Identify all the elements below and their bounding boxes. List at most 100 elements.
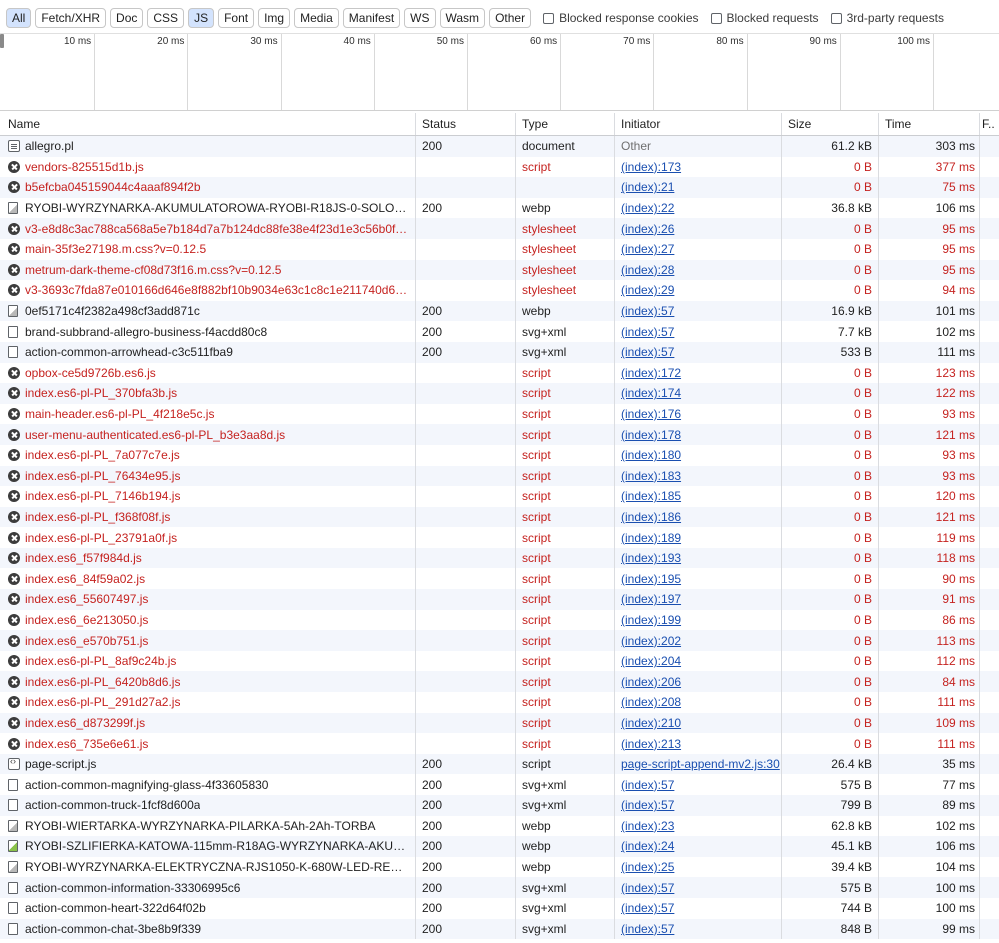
- request-name[interactable]: index.es6-pl-PL_370bfa3b.js: [25, 386, 178, 401]
- request-name[interactable]: index.es6_f57f984d.js: [25, 551, 142, 566]
- request-name[interactable]: index.es6_e570b751.js: [25, 633, 149, 648]
- cell-name[interactable]: v3-e8d8c3ac788ca568a5e7b184d7a7b124dc88f…: [0, 218, 416, 239]
- cell-initiator-link[interactable]: (index):199: [621, 612, 682, 627]
- cell-name[interactable]: action-common-magnifying-glass-4f3360583…: [0, 774, 416, 795]
- cell-name[interactable]: index.es6_d873299f.js: [0, 712, 416, 734]
- cell-name[interactable]: metrum-dark-theme-cf08d73f16.m.css?v=0.1…: [0, 259, 416, 281]
- filter-chip-font[interactable]: Font: [218, 8, 255, 28]
- column-header-fulfilled-by[interactable]: F..: [982, 117, 995, 131]
- table-row[interactable]: RYOBI-WIERTARKA-WYRZYNARKA-PILARKA-5Ah-2…: [0, 815, 999, 837]
- request-name[interactable]: action-common-heart-322d64f02b: [25, 901, 206, 916]
- cell-name[interactable]: opbox-ce5d9726b.es6.js: [0, 362, 416, 384]
- table-row[interactable]: index.es6-pl-PL_f368f08f.js script (index)…: [0, 506, 999, 528]
- request-name[interactable]: action-common-arrowhead-c3c511fba9: [25, 345, 233, 360]
- cell-initiator-link[interactable]: (index):202: [621, 633, 682, 648]
- request-name[interactable]: metrum-dark-theme-cf08d73f16.m.css?v=0.1…: [25, 262, 282, 277]
- cell-initiator-link[interactable]: (index):57: [621, 324, 675, 339]
- cell-initiator-link[interactable]: (index):57: [621, 345, 675, 360]
- request-name[interactable]: action-common-magnifying-glass-4f3360583…: [25, 777, 269, 792]
- request-name[interactable]: page-script.js: [25, 757, 97, 772]
- cell-name[interactable]: v3-3693c7fda87e010166d646e8f882bf10b9034…: [0, 280, 416, 301]
- checkbox-box[interactable]: [710, 12, 722, 24]
- request-name[interactable]: main-35f3e27198.m.css?v=0.12.5: [25, 242, 207, 257]
- request-name[interactable]: index.es6_d873299f.js: [25, 715, 146, 730]
- cell-initiator-link[interactable]: (index):178: [621, 427, 682, 442]
- request-name[interactable]: action-common-truck-1fcf8d600a: [25, 798, 201, 813]
- cell-initiator-link[interactable]: (index):29: [621, 283, 675, 298]
- request-name[interactable]: index.es6_6e213050.js: [25, 612, 149, 627]
- filter-chip-wasm[interactable]: Wasm: [439, 8, 486, 28]
- table-row[interactable]: main-35f3e27198.m.css?v=0.12.5 stylesheet…: [0, 238, 999, 260]
- request-name[interactable]: allegro.pl: [25, 139, 74, 154]
- request-name[interactable]: main-header.es6-pl-PL_4f218e5c.js: [25, 407, 215, 422]
- request-name[interactable]: v3-e8d8c3ac788ca568a5e7b184d7a7b124dc88f…: [25, 221, 409, 236]
- table-row[interactable]: allegro.pl 200 document Other 61.2 kB 303 ms: [0, 136, 999, 157]
- table-row[interactable]: index.es6-pl-PL_23791a0f.js script (index)…: [0, 527, 999, 548]
- cell-name[interactable]: index.es6_e570b751.js: [0, 630, 416, 651]
- request-name[interactable]: 0ef5171c4f2382a498cf3add871c: [25, 304, 200, 319]
- table-row[interactable]: 0ef5171c4f2382a498cf3add871c 200 webp (inde…: [0, 300, 999, 322]
- table-row[interactable]: metrum-dark-theme-cf08d73f16.m.css?v=0.1…: [0, 259, 999, 281]
- cell-initiator-link[interactable]: (index):195: [621, 571, 682, 586]
- table-row[interactable]: index.es6-pl-PL_291d27a2.js script (index)…: [0, 692, 999, 713]
- table-row[interactable]: index.es6_735e6e61.js script (index):213 0 …: [0, 733, 999, 754]
- table-row[interactable]: index.es6-pl-PL_370bfa3b.js script (index)…: [0, 383, 999, 404]
- checkbox-box[interactable]: [543, 12, 555, 24]
- cell-initiator-link[interactable]: (index):183: [621, 468, 682, 483]
- request-name[interactable]: action-common-information-33306995c6: [25, 880, 241, 895]
- request-name[interactable]: action-common-chat-3be8b9f339: [25, 921, 202, 936]
- request-name[interactable]: user-menu-authenticated.es6-pl-PL_b3e3aa…: [25, 427, 286, 442]
- table-row[interactable]: main-header.es6-pl-PL_4f218e5c.js script (…: [0, 403, 999, 425]
- column-header-size[interactable]: Size: [782, 113, 879, 135]
- table-row[interactable]: index.es6_e570b751.js script (index):202 0 …: [0, 630, 999, 651]
- cell-initiator-link[interactable]: (index):208: [621, 695, 682, 710]
- cell-name[interactable]: index.es6-pl-PL_f368f08f.js: [0, 506, 416, 528]
- table-row[interactable]: b5efcba045159044c4aaaf894f2b (index):21 0 …: [0, 177, 999, 198]
- table-row[interactable]: v3-e8d8c3ac788ca568a5e7b184d7a7b124dc88f…: [0, 218, 999, 239]
- cell-initiator-link[interactable]: (index):57: [621, 304, 675, 319]
- column-header-status[interactable]: Status: [416, 113, 516, 135]
- table-row[interactable]: index.es6-pl-PL_8af9c24b.js script (index)…: [0, 650, 999, 672]
- table-row[interactable]: opbox-ce5d9726b.es6.js script (index):172 0…: [0, 362, 999, 384]
- table-row[interactable]: index.es6-pl-PL_76434e95.js script (index)…: [0, 465, 999, 487]
- filter-chip-css[interactable]: CSS: [147, 8, 185, 28]
- cell-initiator-link[interactable]: (index):57: [621, 880, 675, 895]
- cell-name[interactable]: index.es6_55607497.js: [0, 589, 416, 610]
- cell-name[interactable]: brand-subbrand-allegro-business-f4acdd80…: [0, 321, 416, 342]
- request-name[interactable]: b5efcba045159044c4aaaf894f2b: [25, 180, 201, 195]
- request-name[interactable]: index.es6_55607497.js: [25, 592, 149, 607]
- table-row[interactable]: RYOBI-SZLIFIERKA-KATOWA-115mm-R18AG-WYRZ…: [0, 836, 999, 857]
- cell-initiator-link[interactable]: (index):57: [621, 921, 675, 936]
- cell-initiator-link[interactable]: (index):210: [621, 715, 682, 730]
- cell-initiator-link[interactable]: (index):174: [621, 386, 682, 401]
- filter-chip-other[interactable]: Other: [489, 8, 532, 28]
- cell-name[interactable]: main-header.es6-pl-PL_4f218e5c.js: [0, 403, 416, 425]
- table-row[interactable]: index.es6_84f59a02.js script (index):195 0 …: [0, 568, 999, 590]
- cell-name[interactable]: index.es6-pl-PL_370bfa3b.js: [0, 383, 416, 404]
- cell-name[interactable]: user-menu-authenticated.es6-pl-PL_b3e3aa…: [0, 424, 416, 445]
- request-name[interactable]: index.es6_735e6e61.js: [25, 736, 149, 751]
- cell-initiator-link[interactable]: (index):204: [621, 654, 682, 669]
- table-row[interactable]: index.es6-pl-PL_7a077c7e.js script (index)…: [0, 444, 999, 466]
- cell-name[interactable]: index.es6_6e213050.js: [0, 609, 416, 631]
- column-header-initiator[interactable]: Initiator: [615, 113, 782, 135]
- request-name[interactable]: RYOBI-SZLIFIERKA-KATOWA-115mm-R18AG-WYRZ…: [25, 839, 409, 854]
- cell-initiator-link[interactable]: (index):57: [621, 798, 675, 813]
- filter-chip-media[interactable]: Media: [294, 8, 339, 28]
- table-row[interactable]: action-common-magnifying-glass-4f3360583…: [0, 774, 999, 795]
- cell-initiator-link[interactable]: page-script-append-mv2.js:30: [621, 757, 780, 772]
- checkbox-box[interactable]: [830, 12, 842, 24]
- request-name[interactable]: index.es6-pl-PL_7146b194.js: [25, 489, 181, 504]
- cell-initiator-link[interactable]: (index):180: [621, 448, 682, 463]
- cell-name[interactable]: index.es6_f57f984d.js: [0, 547, 416, 569]
- filter-chip-ws[interactable]: WS: [404, 8, 436, 28]
- cell-initiator-link[interactable]: (index):186: [621, 509, 682, 524]
- cell-initiator-link[interactable]: (index):173: [621, 159, 682, 174]
- table-row[interactable]: index.es6_d873299f.js script (index):210 0 …: [0, 712, 999, 734]
- blocked-cookies-checkbox[interactable]: Blocked response cookies: [543, 11, 699, 25]
- request-name[interactable]: index.es6_84f59a02.js: [25, 571, 146, 586]
- cell-initiator-link[interactable]: (index):22: [621, 201, 675, 216]
- request-name[interactable]: index.es6-pl-PL_76434e95.js: [25, 468, 181, 483]
- column-header-time[interactable]: Time: [879, 113, 980, 135]
